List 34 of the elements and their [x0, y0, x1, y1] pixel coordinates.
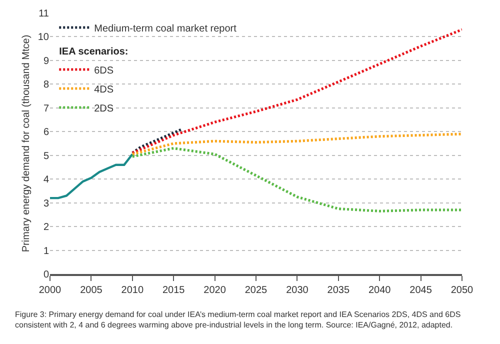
x-tick-label: 2030 — [286, 285, 309, 296]
y-tick-label: 2 — [43, 222, 50, 234]
y-tick-label: 6 — [43, 127, 50, 138]
y-tick-label: 11 — [38, 8, 50, 20]
x-tick-label: 2010 — [121, 285, 144, 296]
x-tick-label: 2020 — [204, 285, 226, 296]
line-series — [131, 132, 462, 156]
x-tick-label: 2015 — [162, 285, 186, 296]
legend-label: 2DS — [94, 103, 114, 114]
y-tick-label: 8 — [43, 80, 50, 91]
caption: Figure 3: Primary energy demand for coal under IEA’s medium-term coal market report and IEA Scenarios 2DS, 4DS and 6DS consistent with 2, 4 and 6 degrees warming above pre-industrial levels in the long term. Source: IEA/Gagné, 2012, adapted. — [15, 310, 461, 330]
x-tick-label: 2040 — [368, 285, 392, 296]
line-series — [131, 128, 184, 154]
x-tick-label: 2035 — [327, 285, 350, 296]
y-tick-label: 1 — [43, 246, 50, 257]
legend-label: Medium-term coal market report — [94, 23, 237, 34]
x-tick-label: 2045 — [410, 285, 432, 296]
y-tick-label: 9 — [43, 56, 50, 67]
x-tick-label: 2025 — [244, 285, 268, 296]
y-tick-label: 4 — [43, 174, 50, 186]
y-tick-label: 0 — [43, 270, 50, 280]
legend-label: 4DS — [94, 84, 114, 96]
y-axis-title: Primary energy demand for coal (thousand Mtce) — [20, 34, 32, 252]
legend-label: 6DS — [94, 65, 114, 76]
x-tick-label: 2000 — [38, 285, 62, 296]
line-series — [50, 153, 134, 200]
x-tick-label: 2050 — [450, 285, 474, 296]
x-tick-label: 2005 — [80, 285, 103, 296]
y-tick-label: 7 — [43, 103, 50, 114]
legend-title: IEA scenarios: — [59, 46, 128, 58]
y-tick-label: 5 — [43, 150, 50, 162]
line-series — [131, 146, 462, 212]
y-tick-label: 10 — [38, 32, 50, 44]
y-tick-label: 3 — [43, 198, 50, 210]
